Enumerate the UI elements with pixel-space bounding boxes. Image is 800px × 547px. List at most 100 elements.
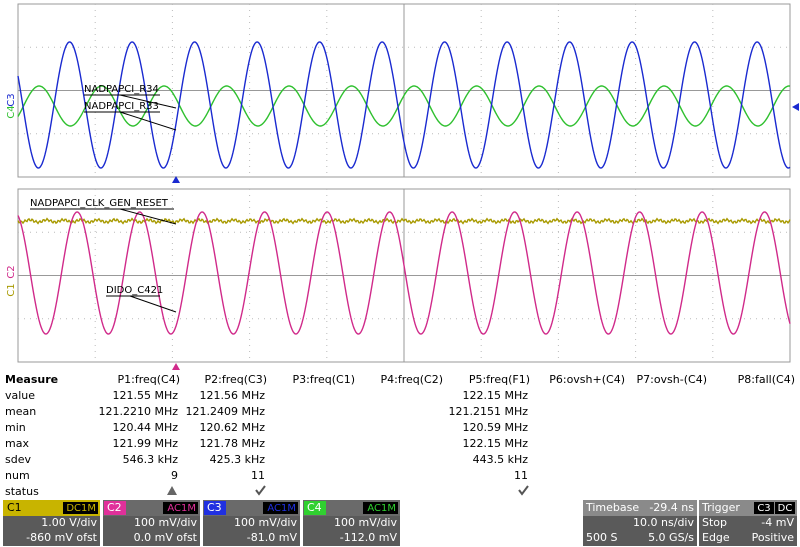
measure-title: Measure <box>5 373 58 386</box>
trigger-coupling: DC <box>778 503 793 514</box>
measure-row-label: sdev <box>5 453 31 466</box>
measure-cell: 121.99 MHz <box>112 437 178 450</box>
channel-offset: 0.0 mV ofst <box>134 531 198 544</box>
label-leader <box>119 94 177 109</box>
channel-name: C1 <box>7 501 22 514</box>
label-leader <box>119 111 177 131</box>
coupling-bg <box>263 502 298 514</box>
measure-row-label: max <box>5 437 29 450</box>
box-header <box>583 500 697 516</box>
measure-row-label: value <box>5 389 35 402</box>
channel-coupling: AC1M <box>367 503 396 514</box>
channel-offset: -860 mV ofst <box>26 531 98 544</box>
trace-tag: C4 <box>6 105 17 118</box>
trigger-marker <box>172 176 180 183</box>
measure-header: P1:freq(C4) <box>117 373 180 386</box>
channel-tag-bg <box>4 501 26 515</box>
channel-name: C3 <box>207 501 222 514</box>
measure-cell: 121.56 MHz <box>199 389 265 402</box>
channel-scale: 100 mV/div <box>334 516 397 529</box>
trace-c3 <box>17 41 791 169</box>
trigger-type: Edge <box>702 531 730 544</box>
label-leader <box>129 295 177 313</box>
timebase-box: Timebase -29.4 ns 10.0 ns/div 500 S 5.0 … <box>583 500 697 546</box>
measure-cell: 443.5 kHz <box>473 453 529 466</box>
measure-header: P6:ovsh+(C4) <box>549 373 625 386</box>
status-ok <box>518 485 529 496</box>
channel-name: C2 <box>107 501 122 514</box>
channel-name: C4 <box>307 501 322 514</box>
timebase-scale: 10.0 ns/div <box>633 516 694 529</box>
trigger-box: Trigger C3 DC Stop -4 mV Edge Positive <box>699 500 797 546</box>
measure-cell: 122.15 MHz <box>462 437 528 450</box>
coupling-bg <box>63 502 98 514</box>
trigger-title: Trigger <box>701 501 740 514</box>
trigger-level: -4 mV <box>761 516 794 529</box>
status-ok <box>255 485 266 496</box>
measure-cell: 9 <box>171 469 178 482</box>
channel-coupling: DC1M <box>66 503 96 514</box>
trace-tag: C2 <box>6 265 17 278</box>
channel-scale: 1.00 V/div <box>41 516 97 529</box>
measure-cell: 120.44 MHz <box>112 421 178 434</box>
tag-bg <box>754 502 774 514</box>
channel-coupling: AC1M <box>167 503 196 514</box>
measure-cell: 120.59 MHz <box>462 421 528 434</box>
measure-cell: 11 <box>514 469 528 482</box>
channel-offset: -112.0 mV <box>340 531 398 544</box>
trace-c1 <box>17 217 791 225</box>
trace-tag: C1 <box>6 283 17 296</box>
measure-cell: 121.2409 MHz <box>185 405 265 418</box>
channel-scale: 100 mV/div <box>134 516 197 529</box>
traces <box>17 41 791 335</box>
channel-offset: -81.0 mV <box>247 531 298 544</box>
measure-cell: 121.55 MHz <box>112 389 178 402</box>
measure-header: P7:ovsh-(C4) <box>636 373 707 386</box>
measure-row-label: mean <box>5 405 36 418</box>
trace-c2 <box>17 211 791 335</box>
waveform-label: NADPAPCI_CLK_GEN_RESET <box>30 198 169 209</box>
level-marker <box>792 103 799 111</box>
measure-cell: 121.2151 MHz <box>448 405 528 418</box>
measure-row-label: num <box>5 469 30 482</box>
trigger-slope: Positive <box>752 531 795 544</box>
channel-tag-bg <box>304 501 326 515</box>
tag-bg <box>775 502 795 514</box>
timebase-delay: -29.4 ns <box>649 501 694 514</box>
measure-header: P4:freq(C2) <box>380 373 443 386</box>
channel-coupling: AC1M <box>267 503 296 514</box>
measure-cell: 546.3 kHz <box>123 453 179 466</box>
status-warning <box>167 486 177 495</box>
measure-cell: 425.3 kHz <box>210 453 266 466</box>
waveform-label: DIDO_C421 <box>106 285 163 296</box>
timebase-rate: 5.0 GS/s <box>648 531 694 544</box>
timebase-title: Timebase <box>585 501 639 514</box>
measure-header: P8:fall(C4) <box>738 373 795 386</box>
measure-row-label: min <box>5 421 26 434</box>
coupling-bg <box>163 502 198 514</box>
trace-c4 <box>17 85 791 127</box>
measure-table: Measure P1:freq(C4) P2:freq(C3) P3:freq(C1)… <box>5 373 795 498</box>
waveform-label: NADPAPCI_R34 <box>84 84 159 95</box>
channel-tag-bg <box>104 501 126 515</box>
measure-header: P2:freq(C3) <box>204 373 267 386</box>
waveform-label: NADPAPCI_R33 <box>84 101 159 112</box>
label-leader <box>119 208 177 225</box>
trigger-marker <box>172 363 180 370</box>
measure-cell: 122.15 MHz <box>462 389 528 402</box>
measure-cell: 11 <box>251 469 265 482</box>
measure-header: P5:freq(F1) <box>469 373 530 386</box>
coupling-bg <box>363 502 398 514</box>
measure-row-label: status <box>5 485 39 498</box>
timebase-samples: 500 S <box>586 531 617 544</box>
channel-tag-bg <box>204 501 226 515</box>
measure-cell: 120.62 MHz <box>199 421 265 434</box>
trigger-mode: Stop <box>702 516 727 529</box>
measure-cell: 121.2210 MHz <box>98 405 178 418</box>
channel-scale: 100 mV/div <box>234 516 297 529</box>
trigger-source: C3 <box>757 503 770 514</box>
trace-tag: C3 <box>6 93 17 106</box>
